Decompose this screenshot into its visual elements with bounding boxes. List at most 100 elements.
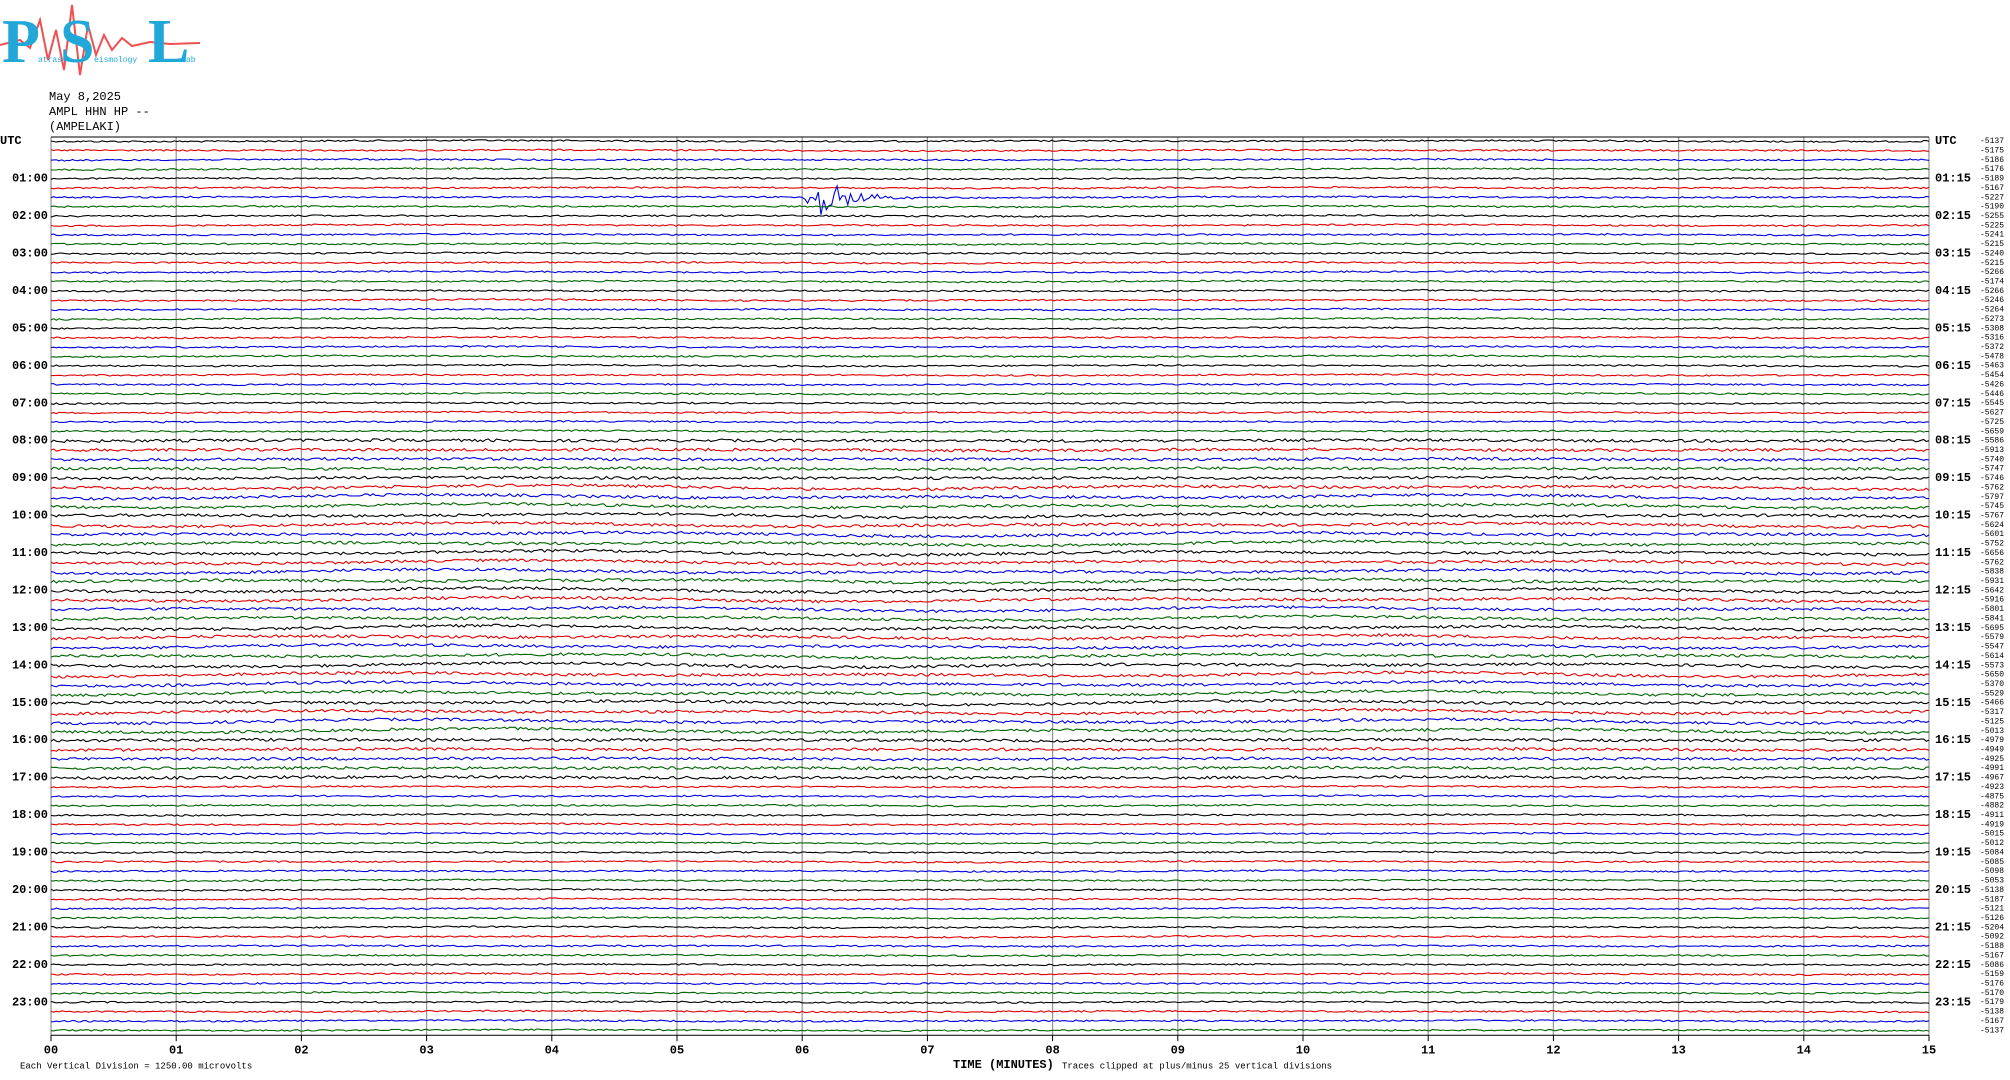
- x-tick-label: 08: [1045, 1043, 1059, 1057]
- trace-offset: -5137: [1980, 1026, 2004, 1035]
- trace: [51, 167, 1930, 172]
- trace-offset: -5317: [1980, 708, 2004, 717]
- trace: [50, 548, 1930, 557]
- trace-offset: -5126: [1980, 914, 2004, 923]
- trace-offset: -5266: [1980, 287, 2004, 296]
- trace: [50, 737, 1930, 743]
- trace-offset: -5650: [1980, 671, 2004, 680]
- trace-offset: -5092: [1980, 933, 2004, 942]
- x-tick-label: 01: [169, 1043, 183, 1057]
- trace: [50, 1009, 1930, 1014]
- trace-offset: -5767: [1980, 512, 2004, 521]
- trace-offset: -5454: [1980, 371, 2004, 380]
- trace: [50, 183, 1930, 215]
- trace-offset: -5225: [1980, 221, 2004, 230]
- trace: [50, 887, 1930, 892]
- x-tick-label: 04: [545, 1043, 559, 1057]
- trace-offset: -5659: [1980, 427, 2004, 436]
- trace: [50, 539, 1930, 548]
- trace: [51, 373, 1930, 377]
- trace-offset: -5797: [1980, 493, 2004, 502]
- trace: [50, 354, 1930, 359]
- hour-label-right: 10:15: [1935, 509, 1971, 523]
- trace: [50, 595, 1930, 604]
- x-tick-label: 06: [795, 1043, 809, 1057]
- hour-label: 16:00: [12, 733, 48, 747]
- trace-offset: -5624: [1980, 521, 2004, 530]
- x-tick-label: 02: [294, 1043, 308, 1057]
- trace-offset: -4979: [1980, 736, 2004, 745]
- trace-offset: -5187: [1980, 895, 2004, 904]
- trace-offset: -5372: [1980, 343, 2004, 352]
- hour-label-right: 18:15: [1935, 808, 1971, 822]
- x-tick-label: 12: [1546, 1043, 1560, 1057]
- hour-label-right: 21:15: [1935, 920, 1971, 934]
- trace: [50, 859, 1930, 864]
- hour-label: 15:00: [12, 696, 48, 710]
- x-tick-label: 05: [670, 1043, 684, 1057]
- hour-label-right: 11:15: [1935, 546, 1971, 560]
- trace-offset: -5841: [1980, 614, 2004, 623]
- trace: [50, 916, 1930, 920]
- hour-label-right: 01:15: [1935, 172, 1971, 186]
- hour-label-right: 23:15: [1935, 995, 1971, 1009]
- trace: [50, 185, 1930, 190]
- trace: [50, 157, 1930, 162]
- channel: AMPL HHN HP --: [49, 105, 150, 119]
- trace-offset: -5478: [1980, 352, 2004, 361]
- trace-offset: -5752: [1980, 540, 2004, 549]
- trace-offset: -5190: [1980, 203, 2004, 212]
- trace-offset: -5167: [1980, 1017, 2004, 1026]
- trace: [51, 906, 1930, 911]
- trace-offset: -5159: [1980, 970, 2004, 979]
- hour-label: 23:00: [12, 995, 48, 1009]
- trace: [50, 204, 1930, 209]
- hour-label: 08:00: [12, 434, 48, 448]
- trace: [50, 897, 1930, 902]
- trace: [50, 990, 1930, 995]
- trace-offset: -5266: [1980, 268, 2004, 277]
- hour-label-right: 20:15: [1935, 883, 1971, 897]
- date: May 8,2025: [49, 90, 121, 104]
- trace-offset: -5746: [1980, 474, 2004, 483]
- trace: [50, 447, 1930, 453]
- trace: [50, 1018, 1930, 1023]
- trace-offset: -4882: [1980, 802, 2004, 811]
- trace-offset: -4911: [1980, 811, 2004, 820]
- logo-wave: [0, 4, 201, 76]
- trace-offset: -5186: [1980, 156, 2004, 165]
- trace: [50, 530, 1930, 539]
- clip-note: Traces clipped at plus/minus 25 vertical…: [1062, 1061, 1332, 1071]
- trace-offset: -5931: [1980, 577, 2004, 586]
- hour-label-right: 09:15: [1935, 471, 1971, 485]
- trace: [50, 391, 1930, 396]
- trace: [50, 298, 1930, 302]
- x-tick-label: 09: [1171, 1043, 1185, 1057]
- trace-offset: -4923: [1980, 783, 2004, 792]
- trace: [50, 953, 1929, 958]
- trace: [50, 822, 1930, 827]
- hour-label: 17:00: [12, 771, 48, 785]
- hour-label-right: 12:15: [1935, 583, 1971, 597]
- trace: [50, 981, 1930, 986]
- trace-offset: -5086: [1980, 961, 2004, 970]
- trace: [50, 501, 1930, 511]
- trace: [50, 679, 1930, 688]
- hour-label-right: 13:15: [1935, 621, 1971, 635]
- trace: [50, 774, 1930, 781]
- trace-offset: -4967: [1980, 774, 2004, 783]
- logo-word: atras: [38, 56, 62, 65]
- trace-offset: -4949: [1980, 746, 2004, 755]
- trace: [50, 784, 1930, 789]
- trace-offset: -5579: [1980, 633, 2004, 642]
- trace-offset: -5426: [1980, 380, 2004, 389]
- trace: [50, 419, 1930, 424]
- trace-offset: -5215: [1980, 240, 2004, 249]
- trace-offset: -5545: [1980, 399, 2004, 408]
- trace: [50, 260, 1930, 265]
- trace: [50, 707, 1930, 716]
- trace: [50, 746, 1930, 752]
- hour-label-right: 02:15: [1935, 209, 1971, 223]
- trace: [50, 139, 1930, 143]
- logo-letter: L: [148, 8, 189, 76]
